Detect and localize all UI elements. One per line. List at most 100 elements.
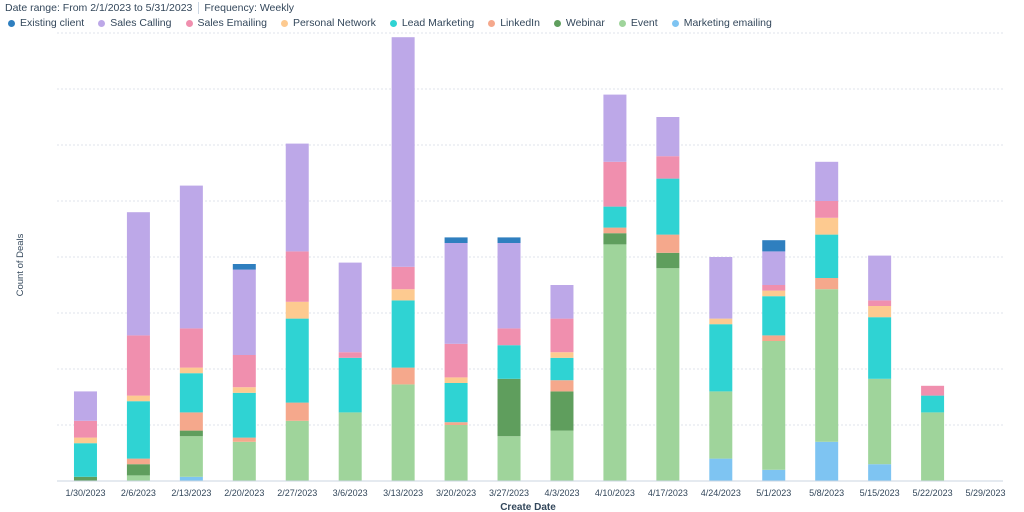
- bar-segment[interactable]: [762, 285, 786, 291]
- bar-segment[interactable]: [285, 420, 309, 481]
- bar-segment[interactable]: [603, 244, 627, 481]
- bar-segment[interactable]: [497, 328, 521, 346]
- bar-segment[interactable]: [550, 352, 574, 358]
- bar-segment[interactable]: [709, 458, 733, 481]
- bar-segment[interactable]: [444, 383, 468, 423]
- bar-segment[interactable]: [73, 476, 97, 481]
- bar-segment[interactable]: [179, 373, 203, 413]
- bar-segment[interactable]: [444, 377, 468, 383]
- bar-segment[interactable]: [815, 234, 839, 278]
- bar-segment[interactable]: [232, 355, 256, 388]
- bar-segment[interactable]: [709, 391, 733, 459]
- bar-segment[interactable]: [656, 252, 680, 269]
- bar-segment[interactable]: [550, 357, 574, 381]
- bar-segment[interactable]: [338, 357, 362, 413]
- bar-segment[interactable]: [126, 212, 150, 336]
- legend-entry[interactable]: Event: [618, 17, 658, 29]
- bar-segment[interactable]: [338, 352, 362, 358]
- bar-segment[interactable]: [497, 378, 521, 437]
- bar-segment[interactable]: [391, 384, 415, 481]
- bar-segment[interactable]: [921, 385, 945, 396]
- bar-segment[interactable]: [868, 378, 892, 465]
- bar-segment[interactable]: [285, 143, 309, 252]
- bar-segment[interactable]: [497, 237, 521, 243]
- bar-segment[interactable]: [126, 395, 150, 402]
- bar-segment[interactable]: [126, 401, 150, 459]
- bar-segment[interactable]: [179, 430, 203, 437]
- bar-segment[interactable]: [391, 266, 415, 290]
- bar-segment[interactable]: [179, 412, 203, 431]
- bar-segment[interactable]: [868, 317, 892, 379]
- bar-segment[interactable]: [762, 335, 786, 341]
- bar-segment[interactable]: [391, 37, 415, 267]
- bar-segment[interactable]: [73, 420, 97, 438]
- legend-entry[interactable]: Webinar: [553, 17, 605, 29]
- bar-segment[interactable]: [550, 318, 574, 353]
- bar-segment[interactable]: [550, 285, 574, 319]
- bar-segment[interactable]: [921, 395, 945, 413]
- legend-entry[interactable]: Sales Calling: [98, 17, 172, 29]
- legend-entry[interactable]: Marketing emailing: [671, 17, 772, 29]
- bar-segment[interactable]: [232, 441, 256, 481]
- bar-segment[interactable]: [815, 161, 839, 201]
- bar-segment[interactable]: [285, 318, 309, 403]
- bar-segment[interactable]: [868, 255, 892, 301]
- bar-segment[interactable]: [179, 436, 203, 477]
- bar-segment[interactable]: [232, 437, 256, 442]
- bar-segment[interactable]: [709, 324, 733, 392]
- bar-segment[interactable]: [179, 185, 203, 329]
- bar-segment[interactable]: [762, 341, 786, 470]
- frequency-label[interactable]: Frequency: Weekly: [204, 2, 295, 14]
- bar-segment[interactable]: [179, 328, 203, 368]
- bar-segment[interactable]: [868, 464, 892, 481]
- bar-segment[interactable]: [815, 201, 839, 218]
- bar-segment[interactable]: [232, 269, 256, 355]
- bar-segment[interactable]: [868, 300, 892, 306]
- bar-segment[interactable]: [179, 476, 203, 481]
- bar-segment[interactable]: [656, 117, 680, 157]
- bar-segment[interactable]: [550, 380, 574, 392]
- bar-segment[interactable]: [921, 412, 945, 481]
- legend-entry[interactable]: Lead Marketing: [389, 17, 474, 29]
- bar-segment[interactable]: [444, 243, 468, 344]
- bar-segment[interactable]: [232, 264, 256, 270]
- bar-segment[interactable]: [126, 458, 150, 465]
- bar-segment[interactable]: [762, 251, 786, 285]
- bar-segment[interactable]: [285, 402, 309, 421]
- bar-segment[interactable]: [73, 437, 97, 444]
- bar-segment[interactable]: [762, 296, 786, 336]
- bar-segment[interactable]: [338, 412, 362, 481]
- bar-segment[interactable]: [391, 300, 415, 368]
- bar-segment[interactable]: [497, 345, 521, 379]
- bar-segment[interactable]: [232, 387, 256, 393]
- bar-segment[interactable]: [391, 367, 415, 385]
- bar-segment[interactable]: [709, 318, 733, 325]
- bar-segment[interactable]: [73, 391, 97, 421]
- bar-segment[interactable]: [179, 367, 203, 374]
- bar-segment[interactable]: [391, 289, 415, 301]
- bar-segment[interactable]: [550, 391, 574, 431]
- bar-segment[interactable]: [126, 335, 150, 396]
- legend-entry[interactable]: LinkedIn: [488, 17, 540, 29]
- bar-segment[interactable]: [444, 422, 468, 425]
- bar-segment[interactable]: [285, 301, 309, 319]
- bar-segment[interactable]: [285, 251, 309, 302]
- legend-entry[interactable]: Existing client: [8, 17, 84, 29]
- bar-segment[interactable]: [444, 425, 468, 481]
- bar-segment[interactable]: [232, 392, 256, 438]
- bar-segment[interactable]: [497, 436, 521, 481]
- bar-segment[interactable]: [815, 217, 839, 235]
- bar-segment[interactable]: [656, 268, 680, 481]
- bar-segment[interactable]: [762, 240, 786, 252]
- bar-segment[interactable]: [603, 94, 627, 162]
- date-range-label[interactable]: Date range: From 2/1/2023 to 5/31/2023: [5, 2, 193, 14]
- bar-segment[interactable]: [762, 290, 786, 297]
- bar-segment[interactable]: [656, 178, 680, 235]
- bar-segment[interactable]: [497, 243, 521, 329]
- bar-segment[interactable]: [815, 289, 839, 442]
- bar-segment[interactable]: [603, 233, 627, 245]
- bar-segment[interactable]: [603, 227, 627, 234]
- bar-segment[interactable]: [603, 206, 627, 228]
- bar-segment[interactable]: [656, 234, 680, 253]
- bar-segment[interactable]: [709, 257, 733, 319]
